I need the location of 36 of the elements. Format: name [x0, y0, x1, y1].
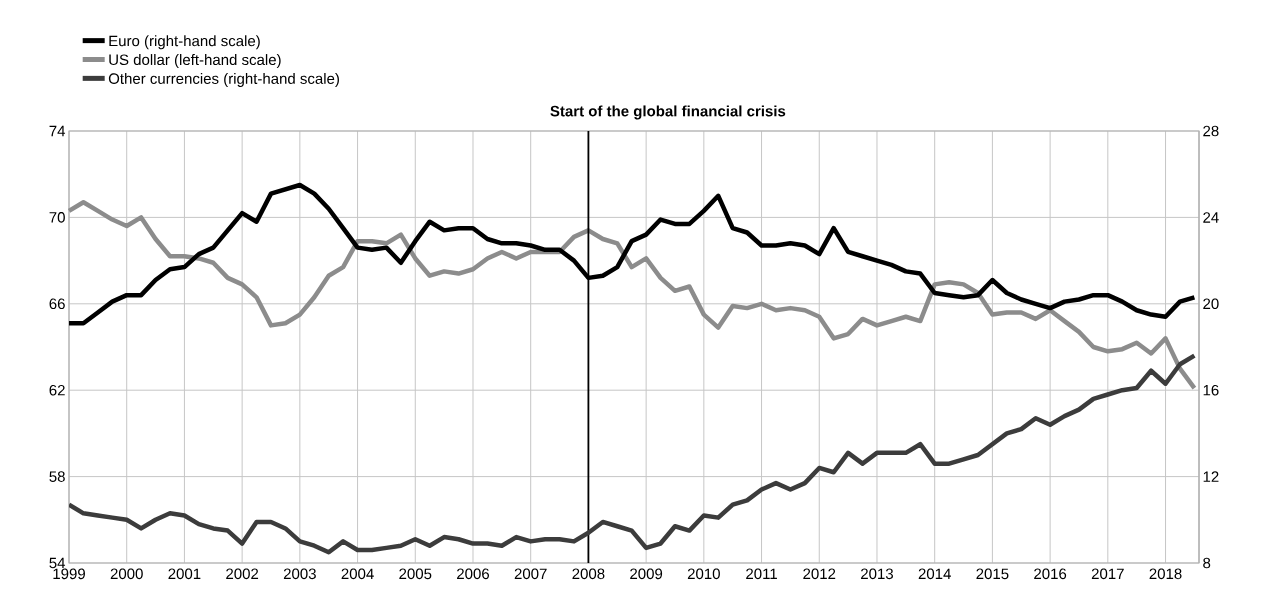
x-tick-label: 2004 [341, 568, 374, 580]
x-tick-label: 2016 [1034, 568, 1067, 580]
y2-tick-label: 28 [1203, 125, 1219, 137]
y-tick-label: 62 [49, 384, 65, 396]
legend-label: Euro (right-hand scale) [109, 35, 260, 50]
x-tick-label: 2002 [226, 568, 259, 580]
x-tick-label: 2009 [630, 568, 663, 580]
x-tick-label: 2018 [1149, 568, 1182, 580]
x-tick-label: 2012 [803, 568, 836, 580]
y-tick-label: 74 [49, 125, 66, 137]
x-tick-label: 2003 [283, 568, 316, 580]
y-tick-label: 66 [49, 298, 65, 310]
x-tick-label: 2000 [110, 568, 143, 580]
y2-tick-label: 20 [1203, 298, 1219, 310]
x-tick-label: 2007 [514, 568, 547, 580]
ref-line-label: Start of the global financial crisis [550, 105, 786, 120]
legend-label: Other currencies (right-hand scale) [108, 72, 339, 87]
y2-tick-label: 8 [1203, 557, 1211, 569]
y-tick-label: 58 [49, 471, 65, 482]
x-tick-label: 2011 [746, 568, 777, 580]
x-tick-label: 2014 [918, 568, 951, 580]
x-tick-label: 2001 [168, 568, 201, 580]
x-tick-label: 2017 [1091, 568, 1124, 580]
x-tick-label: 1999 [53, 568, 85, 580]
y-tick-label: 70 [49, 212, 65, 223]
x-tick-label: 2013 [861, 568, 893, 580]
y2-tick-label: 16 [1203, 384, 1219, 396]
x-tick-label: 2010 [687, 568, 720, 580]
x-tick-label: 2008 [572, 568, 605, 580]
x-tick-label: 2005 [399, 568, 432, 580]
y2-tick-label: 24 [1203, 212, 1219, 223]
y-tick-label: 54 [49, 557, 66, 569]
legend-label: US dollar (left-hand scale) [109, 54, 281, 69]
x-tick-label: 2015 [976, 568, 1009, 580]
y2-tick-label: 12 [1203, 471, 1219, 482]
x-tick-label: 2006 [457, 568, 490, 580]
